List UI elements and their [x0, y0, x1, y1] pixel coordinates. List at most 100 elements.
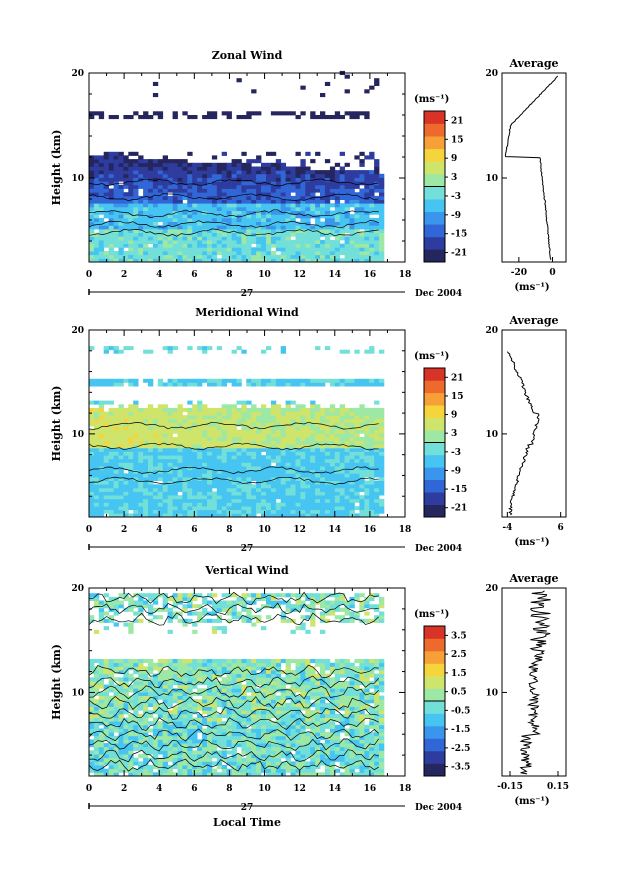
heatmap-cell	[280, 166, 286, 171]
heatmap-cell	[152, 188, 159, 193]
heatmap-cell	[379, 349, 385, 354]
heatmap-cell	[89, 502, 95, 507]
heatmap-cell	[162, 422, 168, 427]
heatmap-cell	[216, 713, 223, 718]
heatmap-cell	[123, 195, 129, 200]
heatmap-cell	[182, 203, 188, 208]
heatmap-cell	[207, 407, 213, 412]
heatmap-cell	[221, 378, 227, 383]
heatmap-cell	[344, 195, 350, 200]
heatmap-cell	[207, 258, 213, 263]
heatmap-cell	[162, 739, 168, 744]
heatmap-cell	[349, 754, 355, 759]
heatmap-cell	[310, 382, 316, 387]
heatmap-cell	[270, 710, 277, 715]
heatmap-cell	[310, 466, 316, 471]
heatmap-cell	[89, 214, 95, 219]
heatmap-cell	[310, 203, 316, 208]
heatmap-cell	[202, 757, 208, 762]
heatmap-cell	[261, 177, 267, 182]
heatmap-cell	[354, 754, 360, 759]
heatmap-cell	[379, 206, 385, 211]
heatmap-cell	[354, 210, 360, 215]
heatmap-cell	[354, 498, 360, 503]
heatmap-cell	[241, 151, 247, 156]
heatmap-cell	[133, 502, 139, 507]
heatmap-cell	[177, 159, 183, 164]
heatmap-cell	[379, 469, 385, 474]
heatmap-cell	[108, 746, 114, 751]
heatmap-cell	[123, 199, 129, 204]
heatmap-cell	[148, 159, 154, 164]
heatmap-cell	[157, 418, 164, 423]
heatmap-cell	[246, 247, 252, 252]
heatmap-cell	[320, 243, 326, 248]
heatmap-cell	[113, 743, 119, 748]
heatmap-cell	[290, 466, 296, 471]
heatmap-cell	[275, 455, 282, 460]
heatmap-cell	[138, 243, 144, 248]
heatmap-cell	[354, 232, 360, 237]
heatmap-cell	[320, 203, 326, 208]
heatmap-cell	[157, 166, 164, 171]
heatmap-cell	[128, 192, 134, 197]
heatmap-cell	[270, 746, 277, 751]
heatmap-cell	[138, 451, 144, 456]
heatmap-cell	[285, 225, 291, 230]
heatmap-cell	[103, 491, 109, 496]
heatmap-cell	[113, 203, 119, 208]
heatmap-cell	[138, 444, 144, 449]
heatmap-cell	[359, 710, 365, 715]
heatmap-cell	[187, 728, 193, 733]
heatmap-cell	[364, 772, 370, 777]
heatmap-cell	[202, 433, 208, 438]
heatmap-cell	[354, 415, 360, 420]
heatmap-cell	[138, 210, 144, 215]
heatmap-cell	[320, 440, 326, 445]
heatmap-cell	[108, 480, 114, 485]
heatmap-cell	[187, 382, 193, 387]
heatmap-cell	[275, 184, 282, 189]
heatmap-cell	[98, 404, 105, 409]
heatmap-cell	[295, 429, 301, 434]
heatmap-cell	[231, 768, 237, 773]
heatmap-cell	[300, 243, 306, 248]
heatmap-cell	[98, 772, 105, 777]
heatmap-cell	[157, 192, 164, 197]
colorbar-swatch	[424, 211, 445, 225]
heatmap-cell	[270, 473, 277, 478]
heatmap-cell	[285, 181, 291, 186]
heatmap-cell	[123, 455, 129, 460]
heatmap-cell	[221, 746, 227, 751]
heatmap-cell	[246, 382, 252, 387]
heatmap-cell	[231, 487, 237, 492]
heatmap-cell	[148, 258, 154, 263]
heatmap-cell	[108, 232, 114, 237]
heatmap-cell	[162, 214, 168, 219]
heatmap-cell	[138, 502, 144, 507]
heatmap-cell	[167, 407, 173, 412]
heatmap-cell	[266, 206, 272, 211]
heatmap-cell	[266, 437, 272, 441]
heatmap-cell	[241, 217, 247, 222]
heatmap-cell	[256, 210, 262, 215]
heatmap-cell	[334, 473, 341, 478]
heatmap-cell	[300, 761, 306, 766]
heatmap-cell	[359, 721, 365, 726]
heatmap-cell	[300, 181, 306, 186]
heatmap-cell	[167, 247, 173, 252]
heatmap-cell	[152, 217, 159, 222]
heatmap-cell	[285, 750, 291, 755]
heatmap-cell	[152, 418, 159, 423]
heatmap-cell	[187, 418, 193, 423]
heatmap-cell	[280, 382, 286, 387]
heatmap-cell	[310, 415, 316, 420]
heatmap-cell	[211, 746, 218, 751]
heatmap-cell	[354, 199, 360, 204]
heatmap-cell	[324, 506, 331, 511]
heatmap-cell	[275, 735, 282, 740]
heatmap-cell	[270, 502, 277, 507]
heatmap-cell	[374, 173, 380, 178]
heatmap-cell	[246, 772, 252, 777]
heatmap-cell	[143, 225, 149, 230]
